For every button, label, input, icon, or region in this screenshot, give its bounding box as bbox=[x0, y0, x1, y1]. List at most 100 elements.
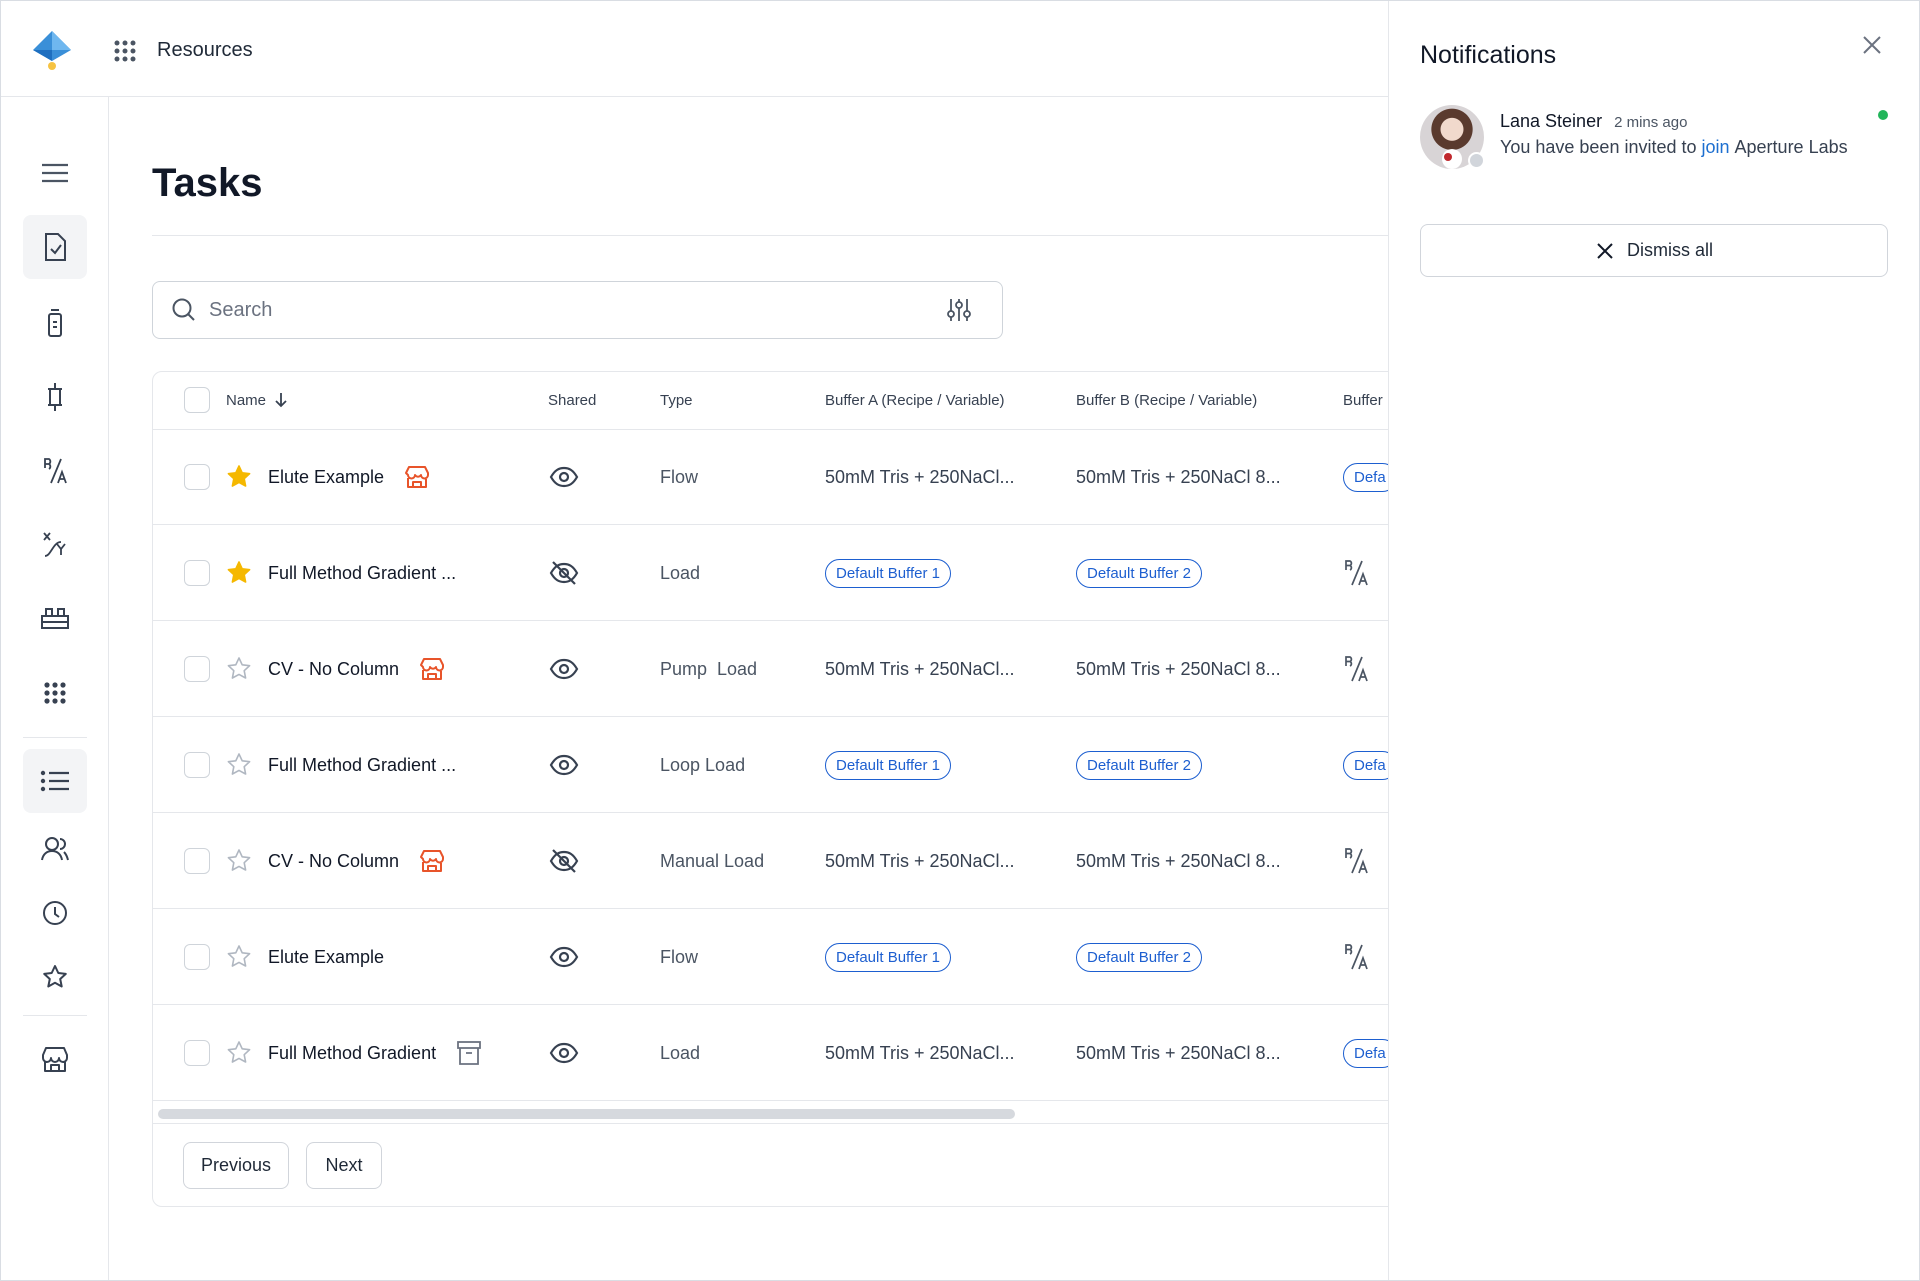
column-nav[interactable] bbox=[23, 365, 87, 429]
star-icon[interactable] bbox=[226, 944, 252, 970]
divider bbox=[23, 1015, 87, 1016]
buffer-pill[interactable]: Default Buffer 2 bbox=[1076, 558, 1202, 588]
vial-nav[interactable] bbox=[23, 291, 87, 355]
users-nav[interactable] bbox=[23, 817, 87, 881]
name-cell: Full Method Gradient ... bbox=[268, 717, 456, 813]
next-button[interactable]: Next bbox=[306, 1142, 382, 1189]
row-checkbox[interactable] bbox=[184, 656, 210, 682]
footer-divider bbox=[152, 1123, 1452, 1124]
table-row[interactable] bbox=[152, 909, 1452, 1005]
column-header: Shared bbox=[548, 371, 596, 429]
buffer-cell bbox=[1343, 525, 1369, 621]
apps-icon[interactable] bbox=[113, 39, 137, 63]
buffer-text: 50mM Tris + 250NaCl 8... bbox=[1076, 658, 1281, 679]
grid-nav[interactable] bbox=[23, 661, 87, 725]
buffer-text: 50mM Tris + 250NaCl 8... bbox=[1076, 1042, 1281, 1063]
type-cell: Load bbox=[660, 1042, 701, 1063]
type-cell: Flow bbox=[660, 946, 699, 967]
search-box[interactable]: Search bbox=[152, 281, 1003, 339]
divider bbox=[152, 235, 1452, 236]
previous-button[interactable]: Previous bbox=[183, 1142, 289, 1189]
table-row[interactable] bbox=[152, 813, 1452, 909]
buffer-pill[interactable]: Default Buffer 2 bbox=[1076, 942, 1202, 972]
unread-dot bbox=[1878, 110, 1888, 120]
star-icon[interactable] bbox=[226, 464, 252, 490]
buffer-cell: 50mM Tris + 250NaCl 8... bbox=[1076, 813, 1281, 909]
buffer-text: 50mM Tris + 250NaCl 8... bbox=[1076, 466, 1281, 487]
column-header[interactable]: Name bbox=[226, 371, 288, 429]
type-cell: Load bbox=[660, 562, 701, 583]
task-name: Elute Example bbox=[268, 946, 385, 967]
buffer-icon bbox=[1343, 559, 1369, 587]
dismiss-all-button[interactable]: Dismiss all bbox=[1420, 224, 1888, 277]
buffer-cell: Default Buffer 2 bbox=[1076, 717, 1202, 813]
table-row[interactable] bbox=[152, 429, 1452, 525]
row-checkbox[interactable] bbox=[184, 1040, 210, 1066]
tasks-nav[interactable] bbox=[23, 215, 87, 279]
header-divider bbox=[152, 429, 1452, 430]
row-checkbox[interactable] bbox=[184, 944, 210, 970]
menu-icon[interactable] bbox=[23, 141, 87, 205]
divider bbox=[23, 737, 87, 738]
history-nav[interactable] bbox=[23, 881, 87, 945]
close-button[interactable] bbox=[1862, 35, 1882, 55]
table-row[interactable] bbox=[152, 525, 1452, 621]
column-header: Buffer B (Recipe / Variable) bbox=[1076, 371, 1257, 429]
invite-link[interactable]: join bbox=[1701, 137, 1730, 157]
scrollbar[interactable] bbox=[158, 1109, 1015, 1119]
star-icon[interactable] bbox=[226, 848, 252, 874]
table-row[interactable] bbox=[152, 717, 1452, 813]
star-icon[interactable] bbox=[226, 752, 252, 778]
filter-icon[interactable] bbox=[946, 297, 972, 323]
buffer-text: 50mM Tris + 250NaCl 8... bbox=[1076, 850, 1281, 871]
column-header: Type bbox=[660, 371, 693, 429]
buffer-pill[interactable]: Default Buffer 1 bbox=[825, 558, 951, 588]
name-cell: Full Method Gradient bbox=[268, 1005, 482, 1101]
buffer-nav[interactable] bbox=[23, 439, 87, 503]
variables-nav[interactable] bbox=[23, 513, 87, 577]
buffer-cell: 50mM Tris + 250NaCl 8... bbox=[1076, 429, 1281, 525]
logo[interactable] bbox=[31, 29, 73, 71]
row-checkbox[interactable] bbox=[184, 848, 210, 874]
header-checkbox[interactable] bbox=[184, 387, 210, 413]
rack-nav[interactable] bbox=[23, 587, 87, 651]
column-header: Buffer A (Recipe / Variable) bbox=[825, 371, 1005, 429]
type-cell: Flow bbox=[660, 466, 699, 487]
store-nav[interactable] bbox=[23, 1027, 87, 1091]
buffer-text: 50mM Tris + 250NaCl... bbox=[825, 1042, 1015, 1063]
star-icon[interactable] bbox=[226, 560, 252, 586]
buffer-cell bbox=[1343, 621, 1369, 717]
message-text: Aperture Labs bbox=[1734, 137, 1848, 157]
star-icon[interactable] bbox=[226, 1040, 252, 1066]
buffer-cell: 50mM Tris + 250NaCl... bbox=[825, 429, 1015, 525]
name-cell: Elute Example bbox=[268, 909, 384, 1005]
buffer-pill[interactable]: Default Buffer 1 bbox=[825, 942, 951, 972]
list-nav[interactable] bbox=[23, 749, 87, 813]
sort-icon bbox=[274, 392, 288, 408]
notification-header: Lana Steiner 2 mins ago bbox=[1500, 111, 1687, 132]
buffer-pill[interactable]: Default Buffer 1 bbox=[825, 750, 951, 780]
page-title: Tasks bbox=[152, 161, 263, 205]
row-checkbox[interactable] bbox=[184, 560, 210, 586]
resources-link[interactable]: Resources bbox=[157, 39, 253, 61]
buffer-cell bbox=[1343, 813, 1369, 909]
timestamp: 2 mins ago bbox=[1614, 114, 1688, 131]
favorites-nav[interactable] bbox=[23, 945, 87, 1009]
buffer-pill[interactable]: Default Buffer 2 bbox=[1076, 750, 1202, 780]
notification-message: You have been invited to join Aperture Lab… bbox=[1500, 137, 1848, 158]
star-icon[interactable] bbox=[226, 656, 252, 682]
status-dot bbox=[1468, 152, 1485, 169]
shared-icon bbox=[549, 621, 579, 717]
task-name: Full Method Gradient ... bbox=[268, 562, 457, 583]
archive-badge bbox=[456, 1040, 482, 1066]
table-row[interactable] bbox=[152, 1005, 1452, 1101]
column-label: Name bbox=[226, 391, 267, 409]
row-checkbox[interactable] bbox=[184, 464, 210, 490]
name-cell: CV - No Column bbox=[268, 621, 445, 717]
task-name: Full Method Gradient bbox=[268, 1042, 437, 1063]
buffer-cell: 50mM Tris + 250NaCl... bbox=[825, 1005, 1015, 1101]
row-checkbox[interactable] bbox=[184, 752, 210, 778]
table-row[interactable] bbox=[152, 621, 1452, 717]
buffer-icon bbox=[1343, 847, 1369, 875]
